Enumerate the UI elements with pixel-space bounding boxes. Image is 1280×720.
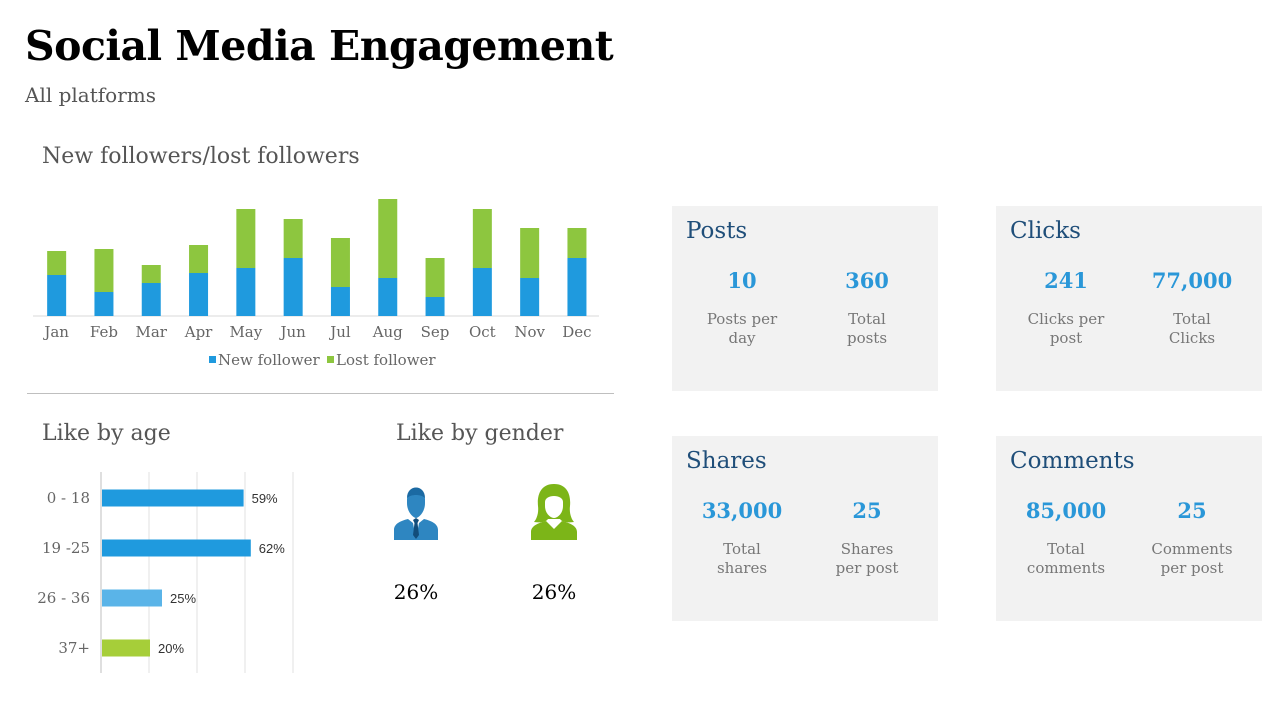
metric-value: 77,000: [1151, 268, 1233, 293]
new-follower-bar-mar: [141, 283, 161, 316]
lost-follower-bar-jul: [330, 238, 350, 287]
age-bar-value-label: 59%: [252, 491, 278, 506]
age-chart: 0 - 18 59% 19 -25 62% 26 - 36 25% 37+ 20%: [37, 472, 294, 673]
comments-card-title: Comments: [1010, 448, 1135, 474]
metric-value: 360: [845, 268, 889, 293]
age-bar: [102, 539, 251, 557]
new-follower-bar-apr: [189, 273, 209, 316]
new-follower-bar-jan: [47, 275, 67, 316]
followers-chart-title: New followers/lost followers: [42, 144, 360, 169]
age-bar: [102, 589, 162, 607]
new-follower-bar-oct: [472, 268, 492, 316]
x-tick-label: Feb: [90, 323, 118, 341]
metric-label: Total posts: [846, 310, 888, 347]
metric-value: 25: [1177, 498, 1207, 523]
y-tick-label: 19 -25: [42, 539, 90, 557]
legend-label-1: Lost follower: [336, 351, 436, 369]
new-follower-bar-nov: [520, 278, 540, 316]
new-follower-bar-jun: [283, 258, 303, 316]
legend-label-0: New follower: [218, 351, 321, 369]
clicks-card-title: Clicks: [1010, 218, 1081, 244]
metric-value: 241: [1044, 268, 1088, 293]
page-title: Social Media Engagement: [25, 22, 614, 70]
legend-swatch-1: [327, 356, 334, 363]
lost-follower-bar-jun: [283, 219, 303, 258]
y-tick-label: 26 - 36: [37, 589, 90, 607]
x-tick-label: Dec: [562, 323, 591, 341]
lost-follower-bar-may: [236, 209, 256, 268]
clicks-per-post-metric: 241 Clicks per post: [1001, 268, 1131, 348]
followers-chart: Jan Feb Mar Apr May Jun Jul Aug Sep Oct Nov Dec New …: [33, 199, 599, 369]
x-tick-label: Jun: [278, 323, 306, 341]
total-clicks-metric: 77,000 Total Clicks: [1127, 268, 1257, 348]
y-tick-label: 0 - 18: [47, 489, 90, 507]
x-tick-label: Nov: [514, 323, 545, 341]
new-follower-bar-jul: [330, 287, 350, 316]
legend-swatch-0: [209, 356, 216, 363]
age-bar: [102, 489, 244, 507]
metric-label: Total shares: [716, 540, 768, 577]
metric-label: Comments per post: [1151, 540, 1233, 577]
comments-card: Comments 85,000 Total comments 25 Commen…: [996, 436, 1262, 621]
lost-follower-bar-apr: [189, 245, 209, 273]
new-follower-bar-aug: [378, 278, 398, 316]
comments-per-post-metric: 25 Comments per post: [1127, 498, 1257, 578]
total-shares-metric: 33,000 Total shares: [677, 498, 807, 578]
female-user-icon: [531, 484, 577, 540]
new-follower-bar-feb: [94, 292, 114, 316]
metric-value: 33,000: [701, 498, 783, 523]
total-comments-metric: 85,000 Total comments: [1001, 498, 1131, 578]
age-bar: [102, 639, 150, 657]
posts-per-day-metric: 10 Posts per day: [677, 268, 807, 348]
metric-label: Clicks per post: [1027, 310, 1105, 347]
clicks-card: Clicks 241 Clicks per post 77,000 Total …: [996, 206, 1262, 391]
x-tick-label: Jan: [42, 323, 69, 341]
x-tick-label: Apr: [184, 323, 213, 341]
x-tick-label: Oct: [469, 323, 496, 341]
shares-card: Shares 33,000 Total shares 25 Shares per…: [672, 436, 938, 621]
shares-card-title: Shares: [686, 448, 767, 474]
lost-follower-bar-feb: [94, 249, 114, 292]
lost-follower-bar-aug: [378, 199, 398, 278]
metric-value: 25: [852, 498, 882, 523]
female-like-percent: 26%: [531, 580, 577, 604]
metric-label: Posts per day: [706, 310, 778, 347]
gender-male: 26%: [376, 482, 456, 604]
metric-label: Total comments: [1026, 540, 1106, 577]
lost-follower-bar-dec: [567, 228, 587, 258]
x-tick-label: Sep: [421, 323, 450, 341]
age-bar-value-label: 62%: [259, 541, 285, 556]
lost-follower-bar-nov: [520, 228, 540, 278]
posts-card: Posts 10 Posts per day 360 Total posts: [672, 206, 938, 391]
total-posts-metric: 360 Total posts: [802, 268, 932, 348]
lost-follower-bar-oct: [472, 209, 492, 268]
x-tick-label: May: [229, 323, 262, 341]
x-tick-label: Aug: [372, 323, 403, 341]
posts-card-title: Posts: [686, 218, 748, 244]
section-divider: [27, 393, 614, 394]
new-follower-bar-dec: [567, 258, 587, 316]
y-tick-label: 37+: [58, 639, 90, 657]
lost-follower-bar-jan: [47, 251, 67, 275]
lost-follower-bar-sep: [425, 258, 445, 297]
lost-follower-bar-mar: [141, 265, 161, 283]
gender-chart-title: Like by gender: [396, 421, 564, 446]
metric-value: 10: [727, 268, 757, 293]
age-bar-value-label: 25%: [170, 591, 196, 606]
metric-value: 85,000: [1025, 498, 1107, 523]
metric-label: Shares per post: [835, 540, 899, 577]
metric-label: Total Clicks: [1168, 310, 1216, 347]
new-follower-bar-may: [236, 268, 256, 316]
x-tick-label: Jul: [328, 323, 351, 341]
male-user-icon: [394, 487, 438, 540]
gender-female: 26%: [514, 482, 594, 604]
page-subtitle: All platforms: [25, 83, 156, 107]
x-tick-label: Mar: [136, 323, 168, 341]
new-follower-bar-sep: [425, 297, 445, 316]
male-like-percent: 26%: [393, 580, 439, 604]
shares-per-post-metric: 25 Shares per post: [802, 498, 932, 578]
age-bar-value-label: 20%: [158, 641, 184, 656]
age-chart-title: Like by age: [42, 421, 171, 446]
